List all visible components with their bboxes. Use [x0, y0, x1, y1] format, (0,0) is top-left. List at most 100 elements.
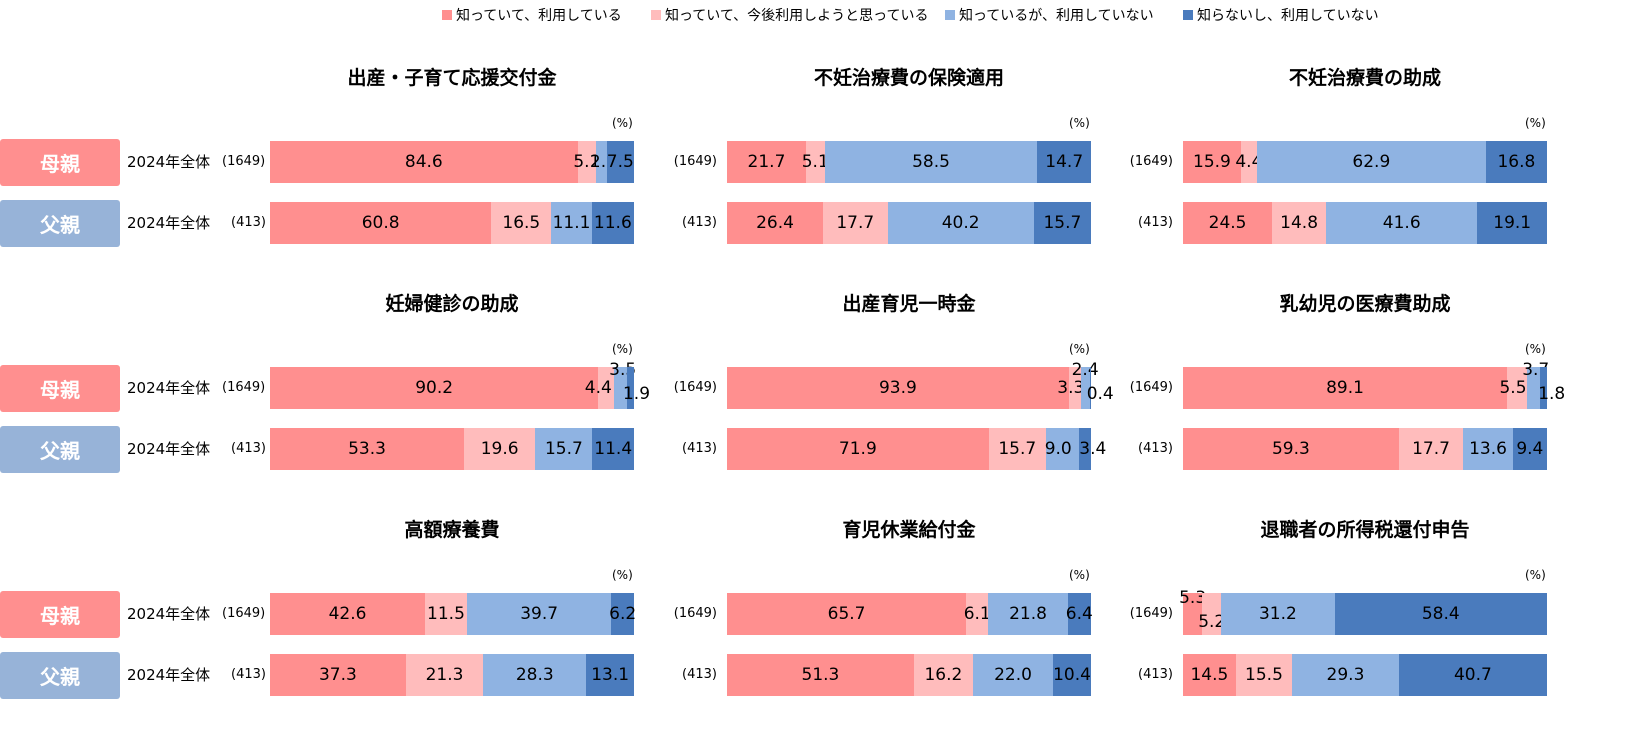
data-label: 17.7	[1412, 439, 1450, 459]
data-label: 15.7	[998, 439, 1037, 459]
data-label: 5.1	[801, 152, 829, 172]
data-label: 21.3	[425, 665, 464, 685]
sample-size-label: (413)	[682, 215, 717, 230]
data-label: 14.5	[1190, 665, 1229, 685]
unit-label: (%)	[1525, 116, 1546, 130]
row-year: 2024年全体	[127, 214, 211, 232]
sample-size-label: (413)	[682, 667, 717, 682]
row-year: 2024年全体	[127, 605, 211, 623]
data-label: 51.3	[801, 665, 840, 685]
bar-segment: 19.6	[464, 428, 536, 470]
bar-segment: 15.7	[988, 428, 1046, 470]
chart-title: 育児休業給付金	[842, 519, 976, 541]
bar-segment: 10.4	[1053, 654, 1091, 696]
data-label: 62.9	[1352, 152, 1391, 172]
data-label: 5.1	[573, 152, 601, 172]
unit-label: (%)	[612, 342, 633, 356]
mother-stacked-bar: 5.3 5.2 31.2 58.4	[1179, 588, 1547, 635]
data-label: 15.7	[1043, 213, 1082, 233]
bar-segment: 58.5	[824, 141, 1038, 183]
father-stacked-bar: 59.3 17.7 13.6 9.4	[1183, 428, 1547, 470]
sample-size-label: (413)	[1138, 215, 1173, 230]
data-label: 89.1	[1326, 378, 1364, 398]
bar-segment: 21.8	[988, 593, 1068, 635]
bar-segment: 6.4	[1065, 593, 1093, 635]
data-label: 7.5	[606, 152, 634, 172]
data-label: 4.4	[1235, 152, 1263, 172]
bar-segment: 62.9	[1256, 141, 1486, 183]
chart-title: 出産育児一時金	[842, 293, 976, 315]
sample-size-label: (1649)	[673, 154, 717, 169]
mother-badge: 母親	[0, 365, 120, 412]
bar-segment: 59.3	[1183, 428, 1399, 470]
mother-stacked-bar: 42.6 11.5 39.7 6.2	[270, 593, 636, 635]
father-badge: 父親	[0, 426, 120, 473]
row-sample-size: (1649)	[222, 380, 266, 395]
bar-segment: 60.8	[270, 202, 492, 244]
data-label: 9.4	[1516, 439, 1544, 459]
data-label: 42.6	[328, 604, 367, 624]
father-stacked-bar: 53.3 19.6 15.7 11.4	[270, 428, 634, 470]
legend: 知っていて、利用している 知っていて、今後利用しようと思っている 知っているが、利用…	[0, 5, 1630, 25]
bar-segment: 4.4	[585, 367, 615, 409]
bar-segment: 28.3	[483, 654, 587, 696]
chart-title: 不妊治療費の保険適用	[813, 67, 1004, 89]
row-year: 2024年全体	[127, 153, 211, 171]
unit-label: (%)	[1525, 342, 1546, 356]
data-label: 1.8	[1538, 384, 1566, 404]
data-label: 90.2	[415, 378, 454, 398]
bar-segment: 6.2	[609, 593, 636, 635]
bar-segment: 11.6	[591, 202, 634, 244]
data-label: 3.3	[1057, 378, 1085, 398]
row-year: 2024年全体	[127, 379, 211, 397]
bar-segment: 65.7	[727, 593, 967, 635]
mother-stacked-bar: 90.2 4.4 3.5 1.9	[270, 360, 650, 409]
data-label: 15.7	[544, 439, 583, 459]
data-label: 24.5	[1208, 213, 1247, 233]
row-sample-size: (413)	[231, 441, 266, 456]
chart-title: 高額療養費	[404, 519, 500, 541]
row-sample-size: (413)	[231, 667, 266, 682]
unit-label: (%)	[1069, 342, 1090, 356]
legend-label: 知っているが、利用していない	[959, 8, 1154, 24]
bar-segment: 39.7	[466, 593, 612, 635]
bar-segment: 15.7	[1033, 202, 1091, 244]
bar-segment: 15.7	[535, 428, 593, 470]
mother-stacked-bar: 89.1 5.5 3.7 1.8	[1183, 360, 1565, 409]
data-label: 6.4	[1065, 604, 1093, 624]
data-label: 22.0	[994, 665, 1032, 685]
bar-segment: 3.4	[1078, 428, 1106, 470]
bar-segment: 41.6	[1326, 202, 1478, 244]
data-label: 0.4	[1086, 384, 1114, 404]
legend-label: 知っていて、利用している	[456, 8, 622, 24]
data-label: 4.4	[584, 378, 612, 398]
sample-size-label: (1649)	[1129, 606, 1173, 621]
bar-segment: 90.2	[270, 367, 599, 409]
data-label: 13.1	[591, 665, 630, 685]
bar-segment: 14.8	[1272, 202, 1327, 244]
bar-segment: 51.3	[727, 654, 914, 696]
father-stacked-bar: 24.5 14.8 41.6 19.1	[1183, 202, 1547, 244]
bar-segment: 53.3	[270, 428, 464, 470]
father-stacked-bar: 37.3 21.3 28.3 13.1	[270, 654, 634, 696]
chart-title: 妊婦健診の助成	[385, 293, 519, 315]
father-badge: 父親	[0, 652, 120, 699]
data-label: 21.7	[747, 152, 786, 172]
data-label: 2.4	[1071, 360, 1099, 380]
bar-segment: 11.4	[592, 428, 634, 470]
legend-item: 知っているが、利用していない	[945, 5, 1154, 25]
data-label: 16.2	[924, 665, 963, 685]
data-label: 14.7	[1045, 152, 1084, 172]
bar-segment: 2.4	[1072, 360, 1099, 409]
bar-segment: 4.4	[1235, 141, 1262, 183]
data-label: 3.4	[1079, 439, 1107, 459]
bar-segment: 19.1	[1477, 202, 1547, 244]
data-label: 40.7	[1453, 665, 1492, 685]
bar-segment: 14.7	[1037, 141, 1091, 183]
bar-segment: 37.3	[270, 654, 406, 696]
chart-title: 乳幼児の医療費助成	[1279, 293, 1451, 315]
mother-stacked-bar: 21.7 5.1 58.5 14.7	[727, 141, 1091, 183]
bar-segment: 14.5	[1183, 654, 1236, 696]
data-label: 14.8	[1280, 213, 1319, 233]
data-label: 65.7	[827, 604, 866, 624]
